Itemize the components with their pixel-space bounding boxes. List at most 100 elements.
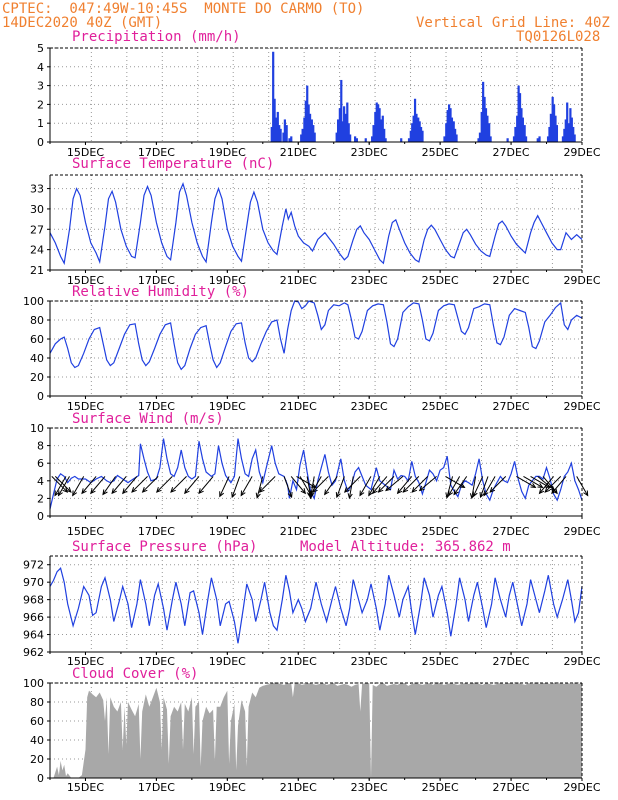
- wind-vector: [240, 476, 253, 496]
- precip-bar: [567, 123, 570, 142]
- pressure-xtick-label: 23DEC: [351, 655, 388, 668]
- wind-vector: [453, 476, 468, 495]
- temp-ytick-label: 27: [30, 223, 44, 236]
- wind-vector-head: [231, 492, 237, 499]
- precip-bar: [285, 125, 288, 142]
- precip-title: Precipitation (mm/h): [72, 29, 241, 45]
- pressure-ytick-label: 970: [23, 576, 44, 589]
- cloud-xtick-label: 29DEC: [563, 781, 600, 794]
- wind-vector: [446, 476, 454, 498]
- precip-bar: [549, 113, 552, 142]
- precip-bar: [344, 113, 347, 142]
- cloud-ytick-label: 20: [30, 753, 44, 766]
- wind-vector: [537, 476, 555, 491]
- wind-vector: [411, 476, 429, 493]
- precip-bar: [338, 108, 341, 142]
- precip-bar: [570, 117, 573, 142]
- wind-vector: [385, 476, 404, 491]
- wind-vector: [348, 476, 354, 499]
- precip-bar: [355, 138, 358, 142]
- wind-vector: [344, 476, 361, 493]
- precip-bar: [354, 136, 357, 142]
- wind-xtick-label: 15DEC: [67, 525, 104, 538]
- precip-bar: [409, 130, 412, 142]
- precip-bar: [448, 104, 451, 142]
- precip-bar: [374, 111, 377, 142]
- precip-ytick-label: 0: [37, 136, 44, 149]
- wind-vector: [290, 476, 306, 494]
- precip-bar: [304, 100, 307, 142]
- precip-bar: [349, 134, 352, 142]
- precip-bar: [412, 115, 415, 142]
- wind-vector: [231, 476, 241, 498]
- wind-vector: [72, 476, 85, 496]
- wind-vector: [122, 476, 138, 494]
- wind-xtick-label: 19DEC: [209, 525, 246, 538]
- wind-xtick-label: 23DEC: [351, 525, 388, 538]
- wind-vector: [312, 476, 329, 493]
- precip-bar: [486, 115, 489, 142]
- wind-vector-head: [57, 490, 63, 497]
- precip-bar: [483, 96, 486, 142]
- precip-bar: [273, 98, 276, 142]
- wind-ytick-label: 2: [37, 492, 44, 505]
- wind-vector: [372, 476, 388, 494]
- wind-vector: [111, 476, 127, 494]
- precip-ytick-label: 5: [37, 42, 44, 55]
- pressure-xtick-label: 17DEC: [138, 655, 175, 668]
- wind-vector: [397, 476, 413, 494]
- wind-vector-head: [538, 488, 545, 495]
- precip-bar: [572, 126, 575, 142]
- precip-bar: [454, 128, 457, 142]
- wind-xtick-label: 17DEC: [138, 525, 175, 538]
- wind-vector-head: [184, 488, 190, 495]
- wind-vector-head: [255, 492, 261, 499]
- wind-vector-head: [343, 487, 350, 493]
- precip-bar: [446, 110, 449, 142]
- wind-vector-head: [198, 488, 204, 495]
- wind-vector-head: [368, 490, 374, 497]
- pressure-title: Surface Pressure (hPa): [72, 539, 257, 555]
- precip-bar: [411, 123, 414, 142]
- precip-bar: [514, 126, 517, 142]
- precip-bar: [417, 117, 420, 142]
- wind-vector: [156, 476, 173, 493]
- precip-bar: [536, 138, 539, 142]
- wind-vector-head: [219, 491, 225, 498]
- temp-xtick-label: 15DEC: [67, 274, 104, 287]
- rh-xtick-label: 17DEC: [138, 400, 175, 413]
- precip-ytick-label: 2: [37, 98, 44, 111]
- cloud-xtick-label: 23DEC: [351, 781, 388, 794]
- temp-xtick-label: 21DEC: [280, 274, 317, 287]
- wind-xtick-label: 27DEC: [493, 525, 530, 538]
- pressure-xtick-label: 27DEC: [493, 655, 530, 668]
- precip-bar: [372, 125, 375, 142]
- wind-vector: [142, 476, 159, 493]
- precip-bar: [538, 136, 541, 142]
- precip-bar: [555, 125, 559, 142]
- precip-bar: [523, 125, 526, 142]
- wind-vector: [259, 476, 276, 493]
- wind-vector-head: [385, 485, 392, 492]
- wind-vector: [489, 476, 507, 493]
- rh-xtick-label: 21DEC: [280, 400, 317, 413]
- cloud-area: [50, 683, 582, 778]
- wind-xtick-label: 21DEC: [280, 525, 317, 538]
- precip-bar: [371, 136, 374, 142]
- wind-vector-head: [396, 488, 403, 495]
- precip-bar: [569, 108, 572, 142]
- wind-series-line: [49, 438, 583, 510]
- wind-vector: [324, 476, 338, 495]
- precip-bar: [489, 136, 492, 142]
- precip-bar: [455, 134, 458, 142]
- precip-bar: [573, 134, 576, 142]
- precip-bar: [290, 136, 293, 142]
- wind-vector-head: [324, 489, 330, 496]
- wind-vector: [378, 476, 395, 493]
- wind-vector: [219, 476, 230, 497]
- wind-ytick-label: 6: [37, 457, 44, 470]
- pressure-xtick-label: 15DEC: [67, 655, 104, 668]
- wind-vector: [256, 476, 264, 498]
- precip-bar: [484, 108, 488, 142]
- wind-vector: [419, 476, 437, 491]
